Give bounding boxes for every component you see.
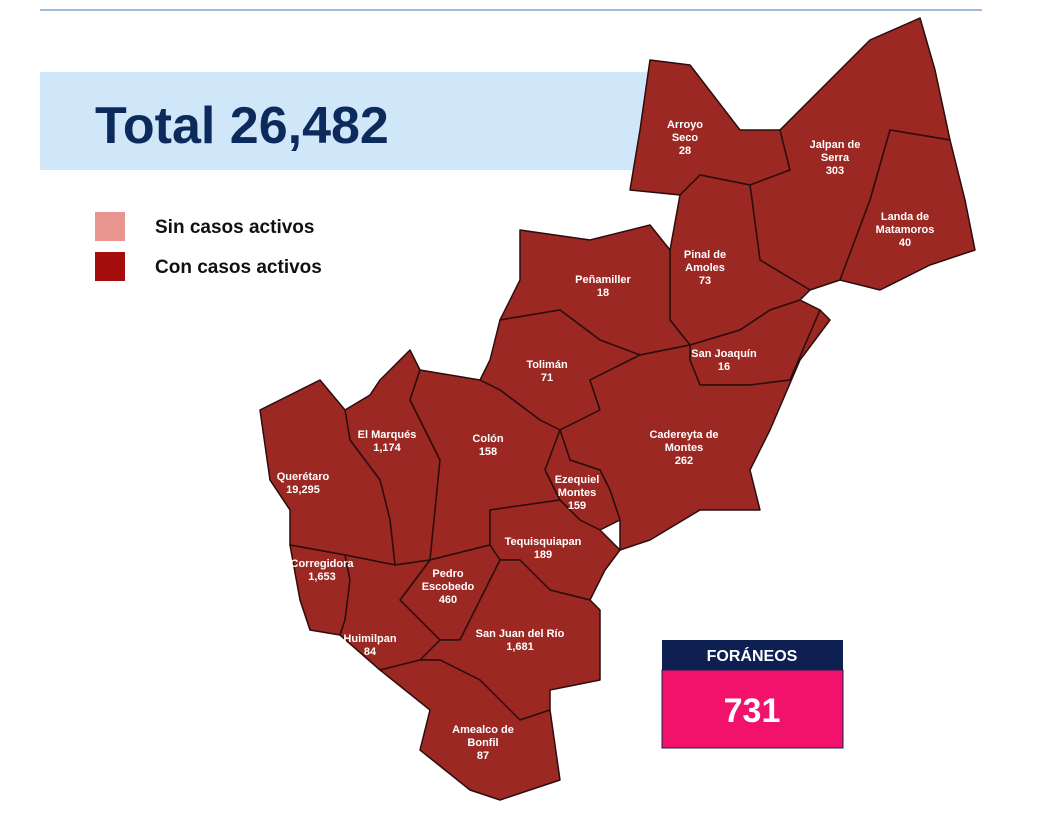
municipality-value: 73	[699, 275, 711, 287]
municipality-value: 262	[675, 455, 693, 467]
municipality-name: Bonfil	[467, 737, 498, 749]
municipality-value: 1,653	[308, 571, 336, 583]
municipality-value: 189	[534, 549, 552, 561]
municipality-name: El Marqués	[358, 429, 417, 441]
municipality-name: Corregidora	[291, 558, 355, 570]
municipality-value: 1,174	[373, 442, 401, 454]
foraneos-box	[661, 669, 844, 749]
municipality	[259, 379, 396, 566]
legend-label: Con casos activos	[155, 257, 322, 278]
foraneos-value: 731	[724, 692, 781, 730]
title: Total 26,482	[95, 97, 389, 155]
municipality-value: 28	[679, 145, 691, 157]
municipality-value: 16	[718, 361, 730, 373]
legend: Sin casos activos Con casos activos	[95, 212, 322, 281]
municipality-name: Seco	[672, 132, 699, 144]
foraneos-label: FORÁNEOS	[707, 646, 798, 665]
municipality-name: Huimilpan	[343, 633, 396, 645]
municipality-name: Landa de	[881, 211, 929, 223]
municipality	[629, 59, 791, 196]
legend-label: Sin casos activos	[155, 217, 314, 238]
municipality-name: Amoles	[685, 262, 725, 274]
municipality	[839, 129, 976, 291]
legend-swatch	[95, 212, 125, 241]
municipality-value: 303	[826, 165, 844, 177]
municipality-name: Jalpan de	[810, 139, 861, 151]
municipality-name: San Juan del Río	[476, 628, 565, 640]
municipality-name: Ezequiel	[555, 474, 600, 486]
foraneos-header	[662, 640, 843, 670]
municipality-name: Montes	[665, 442, 704, 454]
municipality-value: 40	[899, 237, 911, 249]
municipality-value: 84	[364, 646, 377, 658]
municipality-name: Montes	[558, 487, 597, 499]
municipality-name: Cadereyta de	[649, 429, 718, 441]
municipality-value: 87	[477, 750, 489, 762]
municipality-value: 460	[439, 594, 457, 606]
municipality-name: Pinal de	[684, 249, 726, 261]
municipality-value: 71	[541, 372, 553, 384]
municipality	[379, 659, 561, 801]
municipality-value: 1,681	[506, 641, 534, 653]
municipality-name: San Joaquín	[691, 348, 757, 360]
municipality-name: Amealco de	[452, 724, 514, 736]
municipality-name: Colón	[472, 433, 503, 445]
municipality-name: Escobedo	[422, 581, 475, 593]
legend-swatch	[95, 252, 125, 281]
municipality-value: 158	[479, 446, 497, 458]
municipality-name: Tequisquiapan	[505, 536, 582, 548]
municipality-name: Querétaro	[277, 471, 330, 483]
municipality-name: Serra	[821, 152, 850, 164]
title-band	[40, 72, 660, 170]
municipality-value: 18	[597, 287, 609, 299]
municipality-name: Matamoros	[876, 224, 935, 236]
municipality-value: 159	[568, 500, 586, 512]
municipality-name: Arroyo	[667, 119, 703, 131]
municipality-value: 19,295	[286, 484, 320, 496]
municipality-name: Tolimán	[526, 359, 568, 371]
municipality-name: Pedro	[432, 568, 463, 580]
municipality-name: Peñamiller	[575, 274, 631, 286]
